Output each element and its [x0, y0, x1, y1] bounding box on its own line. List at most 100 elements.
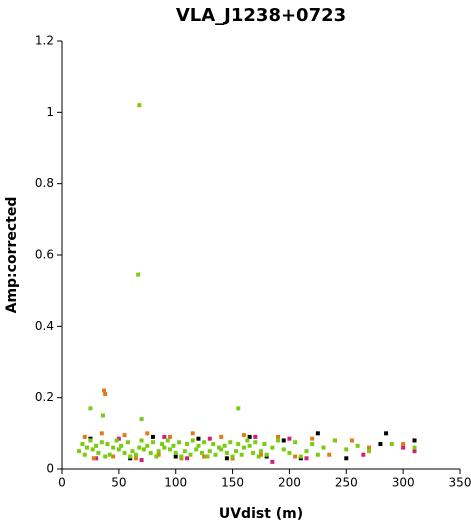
y-axis-label: Amp:corrected	[4, 197, 20, 314]
point	[202, 440, 207, 445]
point	[150, 440, 155, 445]
point	[264, 452, 269, 457]
point	[202, 454, 207, 459]
point	[315, 431, 320, 436]
point	[287, 450, 292, 455]
point	[116, 436, 121, 441]
point	[401, 445, 406, 450]
x-tick-label: 0	[58, 476, 66, 490]
point	[91, 456, 96, 461]
x-tick-label: 150	[221, 476, 244, 490]
point	[165, 438, 170, 443]
point	[133, 456, 138, 461]
x-tick-label: 200	[278, 476, 301, 490]
point	[298, 454, 303, 459]
point	[199, 450, 204, 455]
point	[247, 434, 252, 439]
point	[179, 454, 184, 459]
point	[259, 452, 263, 457]
point	[304, 449, 309, 454]
point	[270, 445, 275, 450]
point	[156, 449, 161, 454]
x-tick-label: 300	[392, 476, 415, 490]
point	[304, 456, 309, 461]
point	[276, 438, 281, 443]
point	[150, 434, 155, 439]
y-tick-label: 0.6	[35, 248, 54, 262]
point	[168, 434, 173, 439]
x-tick-label: 250	[335, 476, 358, 490]
point	[287, 436, 292, 441]
point	[224, 450, 229, 455]
point	[211, 442, 216, 447]
x-tick-label: 350	[449, 476, 471, 490]
point	[168, 447, 173, 452]
point	[344, 456, 349, 461]
point	[332, 438, 337, 443]
point	[156, 452, 161, 457]
point	[145, 431, 150, 436]
point	[111, 454, 116, 459]
point	[107, 452, 112, 457]
point	[94, 443, 99, 448]
point	[137, 445, 142, 450]
point	[133, 452, 138, 457]
point	[224, 456, 229, 461]
point	[119, 443, 124, 448]
point	[141, 447, 146, 452]
point	[130, 449, 135, 454]
chart-title: VLA_J1238+0723	[176, 5, 346, 26]
point	[105, 442, 110, 447]
point	[190, 431, 195, 436]
point	[177, 440, 182, 445]
point	[148, 450, 153, 455]
point	[82, 452, 87, 457]
point	[310, 442, 315, 447]
point	[222, 443, 227, 448]
point	[102, 388, 107, 393]
point	[99, 440, 104, 445]
point	[239, 452, 244, 457]
point	[281, 447, 286, 452]
point	[90, 447, 95, 452]
point	[122, 433, 127, 438]
point	[103, 392, 108, 397]
point	[80, 442, 85, 447]
point	[139, 458, 144, 463]
point	[103, 454, 108, 459]
point	[188, 452, 193, 457]
point	[270, 459, 275, 464]
x-tick-label: 50	[111, 476, 126, 490]
point	[253, 434, 258, 439]
point	[401, 442, 406, 447]
point	[236, 442, 241, 447]
y-tick-label: 1.2	[35, 34, 54, 48]
point	[116, 447, 121, 452]
point	[85, 445, 90, 450]
y-tick-label: 0.8	[35, 176, 54, 190]
point	[247, 443, 252, 448]
point	[136, 272, 141, 277]
point	[361, 452, 366, 457]
y-tick-label: 0.4	[35, 319, 54, 333]
point	[384, 431, 389, 436]
point	[88, 438, 93, 443]
point	[256, 454, 261, 459]
point	[228, 440, 233, 445]
point	[213, 452, 218, 457]
point	[162, 434, 167, 439]
point	[245, 438, 250, 443]
point	[378, 442, 383, 447]
point	[216, 445, 221, 450]
point	[344, 447, 349, 452]
point	[160, 442, 165, 447]
x-tick-label: 100	[164, 476, 187, 490]
point	[310, 436, 315, 441]
point	[185, 456, 190, 461]
point	[162, 445, 167, 450]
point	[114, 438, 119, 443]
point	[412, 445, 417, 450]
point	[412, 438, 417, 443]
point	[233, 449, 238, 454]
